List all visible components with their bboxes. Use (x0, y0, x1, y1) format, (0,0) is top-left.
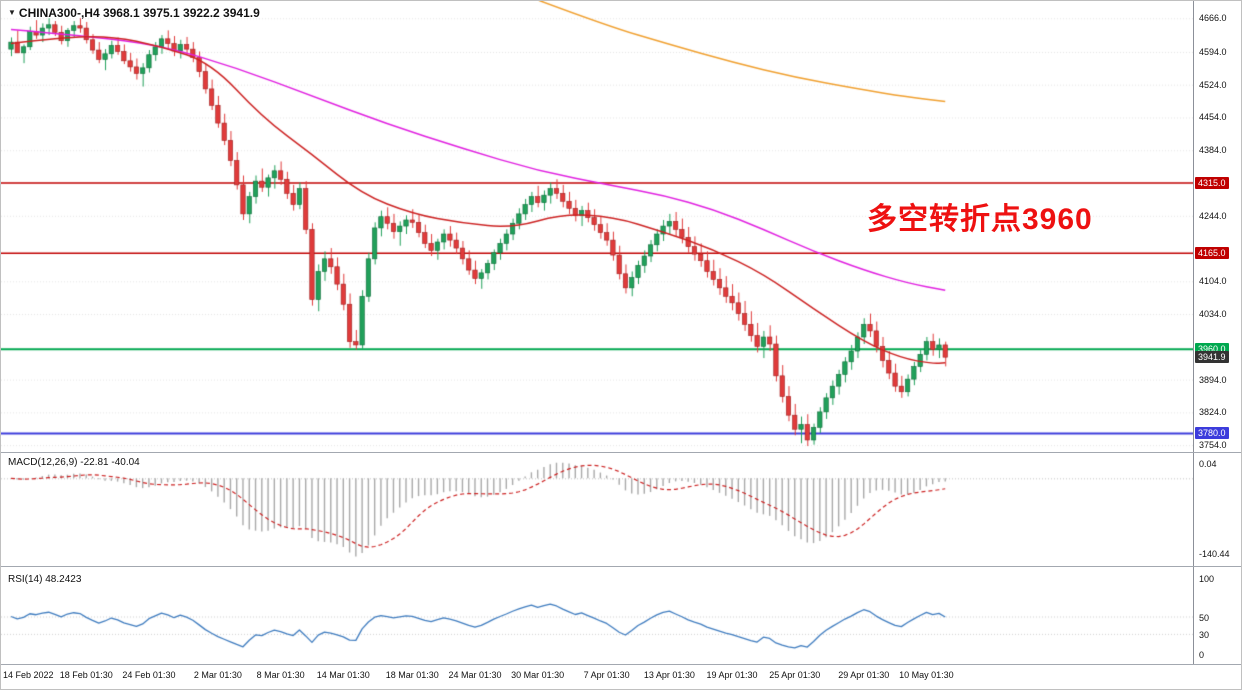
macd-scale-label: -140.44 (1199, 549, 1230, 559)
annotation-text: 多空转折点3960 (867, 203, 1093, 236)
symbol-dropdown-icon[interactable]: ▼ (8, 8, 16, 17)
panel-separator[interactable] (1, 664, 1241, 665)
rsi-indicator-label: RSI(14) 48.2423 (8, 574, 82, 585)
rsi-scale-label: 100 (1199, 574, 1215, 584)
time-label: 30 Mar 01:30 (511, 670, 565, 680)
time-axis[interactable]: 14 Feb 2022 18 Feb 01:30 24 Feb 01:30 2 Mar… (1, 666, 1241, 689)
time-label: 24 Mar 01:30 (448, 670, 502, 680)
rsi-scale-label: 50 (1199, 612, 1210, 623)
price-label: 4034.0 (1199, 309, 1227, 320)
price-label: 4104.0 (1199, 276, 1227, 287)
time-label: 14 Feb 2022 (3, 670, 54, 680)
chart-title: ▼ CHINA300-,H4 3968.1 3975.1 3922.2 3941.… (8, 6, 260, 20)
price-label: 4244.0 (1199, 210, 1227, 221)
panel-separator[interactable] (1, 452, 1241, 453)
time-label: 29 Apr 01:30 (838, 670, 890, 680)
price-label: 4524.0 (1199, 79, 1227, 90)
panel-separator[interactable] (1, 566, 1241, 567)
price-label: 3754.0 (1199, 440, 1227, 451)
time-label: 25 Apr 01:30 (769, 670, 821, 680)
price-label: 4666.0 (1199, 13, 1227, 24)
rsi-scale-label: 0 (1199, 650, 1205, 660)
price-label: 4594.0 (1199, 46, 1227, 57)
time-label: 24 Feb 01:30 (122, 670, 176, 680)
chart-title-text: CHINA300-,H4 3968.1 3975.1 3922.2 3941.9 (18, 6, 260, 20)
price-label: 4454.0 (1199, 112, 1227, 123)
time-label: 10 May 01:30 (899, 670, 954, 680)
price-line-tag: 3780.0 (1195, 426, 1229, 439)
macd-scale-label: 0.04 (1199, 459, 1217, 469)
price-label: 3824.0 (1199, 407, 1227, 418)
price-label: 4384.0 (1199, 145, 1227, 156)
time-label: 7 Apr 01:30 (583, 670, 630, 680)
macd-indicator-label: MACD(12,26,9) -22.81 -40.04 (8, 457, 140, 468)
time-label: 19 Apr 01:30 (706, 670, 758, 680)
rsi-scale-label: 30 (1199, 629, 1210, 640)
time-label: 14 Mar 01:30 (316, 670, 370, 680)
price-axis[interactable]: 4666.0 4594.0 4524.0 4454.0 4384.0 4244.0 4104… (1193, 1, 1241, 664)
current-price-tag: 3941.9 (1195, 351, 1229, 364)
price-label: 3894.0 (1199, 374, 1227, 385)
time-label: 18 Feb 01:30 (59, 670, 113, 680)
price-line-tag: 4165.0 (1195, 246, 1229, 259)
time-label: 18 Mar 01:30 (385, 670, 439, 680)
time-label: 13 Apr 01:30 (643, 670, 695, 680)
time-label: 2 Mar 01:30 (193, 670, 242, 680)
time-label: 8 Mar 01:30 (256, 670, 305, 680)
price-line-tag: 4315.0 (1195, 176, 1229, 189)
